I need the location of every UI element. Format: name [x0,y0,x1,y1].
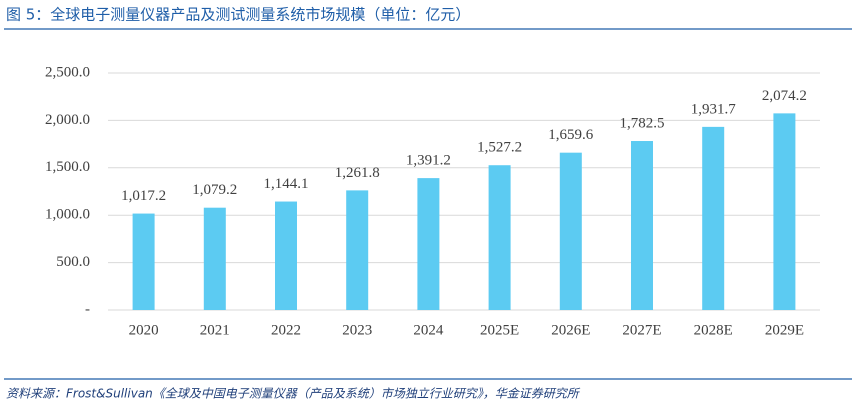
x-tick-label: 2022 [271,322,301,338]
value-label: 1,261.8 [335,165,380,181]
bar [132,213,155,310]
bar [702,126,725,310]
bar [203,207,226,310]
value-label: 2,074.2 [762,88,807,104]
x-tick-label: 2028E [694,322,733,338]
value-label: 1,144.1 [264,176,309,192]
value-label: 1,782.5 [620,115,665,131]
bar [275,201,297,310]
bar [346,190,369,310]
bar [773,113,796,310]
x-tick-label: 2024 [413,322,444,338]
x-tick-label: 2021 [200,322,230,338]
value-label: 1,527.2 [477,140,522,156]
value-label: 1,079.2 [192,182,237,198]
y-tick-label: - [85,301,90,317]
x-tick-label: 2025E [480,322,519,338]
source-note: 资料来源：Frost&Sullivan《全球及中国电子测量仪器（产品及系统）市场… [6,387,581,401]
bar [417,178,440,310]
y-tick-label: 2,500.0 [45,64,90,80]
x-tick-label: 2027E [622,322,661,338]
x-tick-label: 2029E [765,322,804,338]
x-tick-label: 2020 [129,322,159,338]
value-label: 1,391.2 [406,153,451,169]
value-label: 1,659.6 [548,127,594,143]
value-label: 1,017.2 [121,188,166,204]
x-tick-label: 2026E [551,322,590,338]
y-tick-label: 500.0 [56,254,90,270]
y-tick-label: 2,000.0 [45,112,90,128]
bar [488,165,511,310]
x-tick-label: 2023 [342,322,372,338]
chart-title: 图 5：全球电子测量仪器产品及测试测量系统市场规模（单位：亿元） [6,6,470,24]
value-label: 1,931.7 [691,101,737,117]
bar [559,152,582,310]
y-tick-label: 1,000.0 [45,207,90,223]
bar [631,141,653,310]
y-tick-label: 1,500.0 [45,159,90,175]
